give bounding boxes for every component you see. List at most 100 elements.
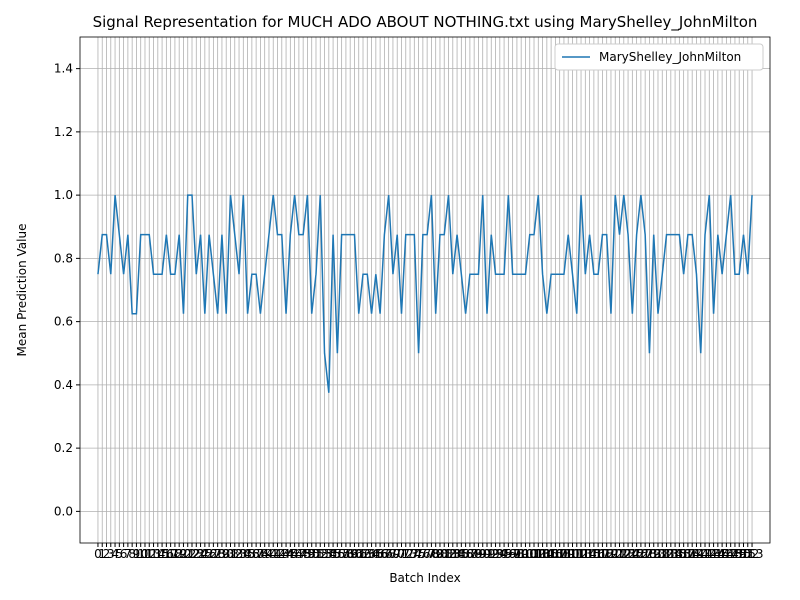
- x-tick-label: 66: [372, 547, 387, 561]
- x-tick-label: 2: [103, 547, 111, 561]
- x-tick-label: 127: [629, 547, 652, 561]
- x-tick-label: 121: [604, 547, 627, 561]
- legend-box: [554, 43, 764, 71]
- x-tick-label: 123: [612, 547, 635, 561]
- x-tick-label: 22: [184, 547, 199, 561]
- x-tick-label: 108: [548, 547, 571, 561]
- x-tick-label: 109: [552, 547, 575, 561]
- x-tick-label: 72: [398, 547, 413, 561]
- x-tick-label: 153: [741, 547, 764, 561]
- x-tick-label: 48: [296, 547, 311, 561]
- x-tick-label: 92: [484, 547, 499, 561]
- x-tick-label: 144: [702, 547, 725, 561]
- x-tick-label: 104: [531, 547, 554, 561]
- x-tick-label: 97: [505, 547, 520, 561]
- x-tick-label: 99: [514, 547, 529, 561]
- x-tick-label: 30: [219, 547, 234, 561]
- x-tick-label: 146: [711, 547, 734, 561]
- x-tick-label: 8: [128, 547, 136, 561]
- x-tick-label: 5: [116, 547, 124, 561]
- x-tick-label: 58: [338, 547, 353, 561]
- y-tick-label: 0.0: [54, 504, 73, 518]
- x-tick-label: 43: [274, 547, 289, 561]
- x-tick-label: 90: [475, 547, 490, 561]
- x-tick-label: 118: [591, 547, 614, 561]
- x-tick-label: 128: [634, 547, 657, 561]
- x-tick-label: 54: [321, 547, 336, 561]
- x-tick-label: 73: [402, 547, 417, 561]
- x-tick-label: 151: [732, 547, 755, 561]
- x-tick-label: 32: [227, 547, 242, 561]
- x-tick-label: 0: [94, 547, 102, 561]
- x-tick-label: 10: [133, 547, 148, 561]
- x-tick-label: 117: [587, 547, 610, 561]
- data-line: [97, 194, 753, 393]
- x-tick-label: 3: [107, 547, 115, 561]
- x-tick-label: 24: [193, 547, 208, 561]
- x-tick-label: 20: [176, 547, 191, 561]
- x-tick-label: 37: [248, 547, 263, 561]
- x-tick-label: 125: [621, 547, 644, 561]
- legend: MaryShelley_JohnMilton: [554, 43, 764, 71]
- x-tick-label: 63: [360, 547, 375, 561]
- x-tick-label: 64: [364, 547, 379, 561]
- x-axis-label: Batch Index: [389, 571, 460, 585]
- x-tick-label: 38: [253, 547, 268, 561]
- x-tick-label: 35: [240, 547, 255, 561]
- x-tick-label: 33: [231, 547, 246, 561]
- x-tick-label: 105: [535, 547, 558, 561]
- x-tick-label: 126: [625, 547, 648, 561]
- x-tick-label: 23: [189, 547, 204, 561]
- x-tick-label: 136: [668, 547, 691, 561]
- y-tick-label: 1.2: [54, 125, 73, 139]
- x-tick-label: 106: [540, 547, 563, 561]
- x-tick-label: 25: [197, 547, 212, 561]
- x-tick-label: 147: [715, 547, 738, 561]
- x-tick-label: 15: [154, 547, 169, 561]
- x-tick-label: 31: [223, 547, 238, 561]
- x-tick-label: 134: [659, 547, 682, 561]
- x-tick-label: 4: [111, 547, 119, 561]
- x-tick-label: 82: [441, 547, 456, 561]
- x-tick-label: 42: [270, 547, 285, 561]
- x-tick-label: 65: [368, 547, 383, 561]
- x-tick-label: 130: [642, 547, 665, 561]
- x-tick-label: 102: [523, 547, 546, 561]
- x-tick-label: 149: [723, 547, 746, 561]
- x-tick-label: 84: [449, 547, 464, 561]
- x-tick-label: 152: [736, 547, 759, 561]
- x-tick-label: 75: [411, 547, 426, 561]
- x-tick-label: 59: [343, 547, 358, 561]
- chart-title: Signal Representation for MUCH ADO ABOUT…: [93, 13, 758, 32]
- x-tick-label: 74: [407, 547, 422, 561]
- x-tick-label: 79: [428, 547, 443, 561]
- x-tick-label: 45: [283, 547, 298, 561]
- x-tick-label: 62: [355, 547, 370, 561]
- x-tick-label: 138: [676, 547, 699, 561]
- x-tick-label: 111: [561, 547, 584, 561]
- x-tick-label: 124: [617, 547, 640, 561]
- x-tick-label: 86: [458, 547, 473, 561]
- x-tick-label: 101: [518, 547, 541, 561]
- x-tick-label: 95: [496, 547, 511, 561]
- x-tick-label: 39: [257, 547, 272, 561]
- x-tick-label: 29: [214, 547, 229, 561]
- x-tick-label: 7: [124, 547, 132, 561]
- x-tick-label: 83: [445, 547, 460, 561]
- x-tick-label: 55: [325, 547, 340, 561]
- x-tick-label: 50: [304, 547, 319, 561]
- x-tick-label: 77: [419, 547, 434, 561]
- x-tick-label: 110: [557, 547, 580, 561]
- x-tick-label: 132: [651, 547, 674, 561]
- x-tick-label: 85: [454, 547, 469, 561]
- x-tick-label: 148: [719, 547, 742, 561]
- x-tick-label: 88: [467, 547, 482, 561]
- y-tick-label: 0.8: [54, 251, 73, 265]
- x-tick-label: 150: [728, 547, 751, 561]
- x-tick-label: 11: [137, 547, 152, 561]
- x-tick-label: 133: [655, 547, 678, 561]
- x-tick-label: 67: [377, 547, 392, 561]
- x-tick-label: 119: [595, 547, 618, 561]
- x-tick-label: 71: [394, 547, 409, 561]
- x-tick-label: 60: [347, 547, 362, 561]
